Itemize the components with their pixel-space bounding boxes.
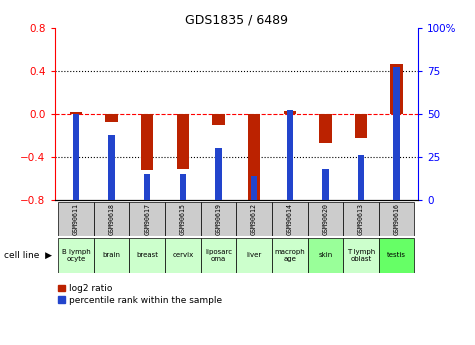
Bar [165,238,200,273]
Bar [322,169,329,200]
Bar [215,148,222,200]
Text: cervix: cervix [172,252,193,258]
Text: cell line  ▶: cell line ▶ [4,251,52,260]
Bar [177,114,189,169]
Bar [70,112,82,114]
Bar [343,238,379,273]
Bar [319,114,332,143]
Text: GSM90620: GSM90620 [323,203,328,235]
Bar [308,238,343,273]
Bar [308,202,343,236]
Text: T lymph
oblast: T lymph oblast [347,249,375,262]
Legend: log2 ratio, percentile rank within the sample: log2 ratio, percentile rank within the s… [55,280,226,308]
Bar [94,202,129,236]
Bar [393,67,400,200]
Text: GSM90612: GSM90612 [251,203,257,235]
Bar [141,114,153,170]
Bar [144,174,151,200]
Bar [180,174,186,200]
Text: GSM90611: GSM90611 [73,203,79,235]
Bar [58,202,94,236]
Bar [201,202,237,236]
Text: GSM90617: GSM90617 [144,203,150,235]
Bar [129,202,165,236]
Bar [379,202,414,236]
Bar [201,238,237,273]
Bar [358,155,364,200]
Bar [355,114,367,138]
Text: GSM90613: GSM90613 [358,203,364,235]
Text: GSM90614: GSM90614 [287,203,293,235]
Text: GSM90616: GSM90616 [394,203,399,235]
Text: testis: testis [387,252,406,258]
Bar [165,202,200,236]
Text: liver: liver [247,252,262,258]
Bar [272,238,308,273]
Bar [129,238,165,273]
Bar [343,202,379,236]
Bar [94,238,129,273]
Bar [286,110,293,200]
Text: GSM90615: GSM90615 [180,203,186,235]
Bar [212,114,225,125]
Bar [105,114,118,122]
Bar [237,202,272,236]
Bar [251,176,257,200]
Text: breast: breast [136,252,158,258]
Text: B lymph
ocyte: B lymph ocyte [62,249,90,262]
Bar [248,114,260,203]
Bar [237,238,272,273]
Bar [284,111,296,114]
Text: macroph
age: macroph age [275,249,305,262]
Text: skin: skin [318,252,332,258]
Bar [390,64,403,114]
Text: liposarc
oma: liposarc oma [205,249,232,262]
Bar [379,238,414,273]
Text: GSM90619: GSM90619 [216,203,221,235]
Title: GDS1835 / 6489: GDS1835 / 6489 [185,13,288,27]
Text: GSM90618: GSM90618 [109,203,114,235]
Bar [58,238,94,273]
Text: brain: brain [103,252,121,258]
Bar [73,114,79,200]
Bar [272,202,308,236]
Bar [108,135,115,200]
